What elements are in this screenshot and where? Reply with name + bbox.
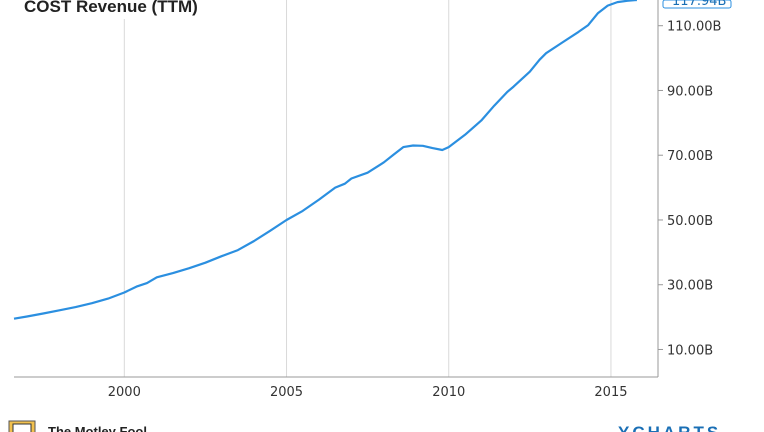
revenue-series-line [13, 0, 637, 320]
x-tick-label-2010: 2010 [432, 385, 465, 400]
plot-area [14, 0, 658, 377]
x-tick-label-2005: 2005 [270, 385, 303, 400]
y-tick-label-90.00B: 90.00B [667, 84, 713, 99]
x-tick-label-2015: 2015 [594, 385, 627, 400]
x-tick-label-2000: 2000 [108, 385, 141, 400]
y-axis-labels: 10.00B 30.00B 50.00B 70.00B 90.00B 110.00B [667, 20, 721, 359]
y-tick-label-30.00B: 30.00B [667, 279, 713, 294]
ycharts-logo: YCHARTS [618, 423, 721, 432]
chart-title: COST Revenue (TTM) [24, 0, 198, 16]
y-tick-label-10.00B: 10.00B [667, 343, 713, 358]
y-tick-label-50.00B: 50.00B [667, 214, 713, 229]
jester-icon-inner [12, 423, 32, 432]
footer-source-label: The Motley Fool [48, 424, 147, 432]
y-axis-tick-marks [658, 25, 663, 350]
title-background [16, 0, 248, 19]
y-tick-label-110.00B: 110.00B [667, 20, 721, 35]
last-value-label: 117.94B [672, 0, 726, 9]
vertical-gridlines [123, 0, 612, 377]
y-tick-label-70.00B: 70.00B [667, 149, 713, 164]
motley-fool-logo: The Motley Fool [8, 420, 147, 432]
last-value-badge [662, 0, 732, 9]
x-axis-labels: 2000 2005 2010 2015 [108, 385, 628, 400]
